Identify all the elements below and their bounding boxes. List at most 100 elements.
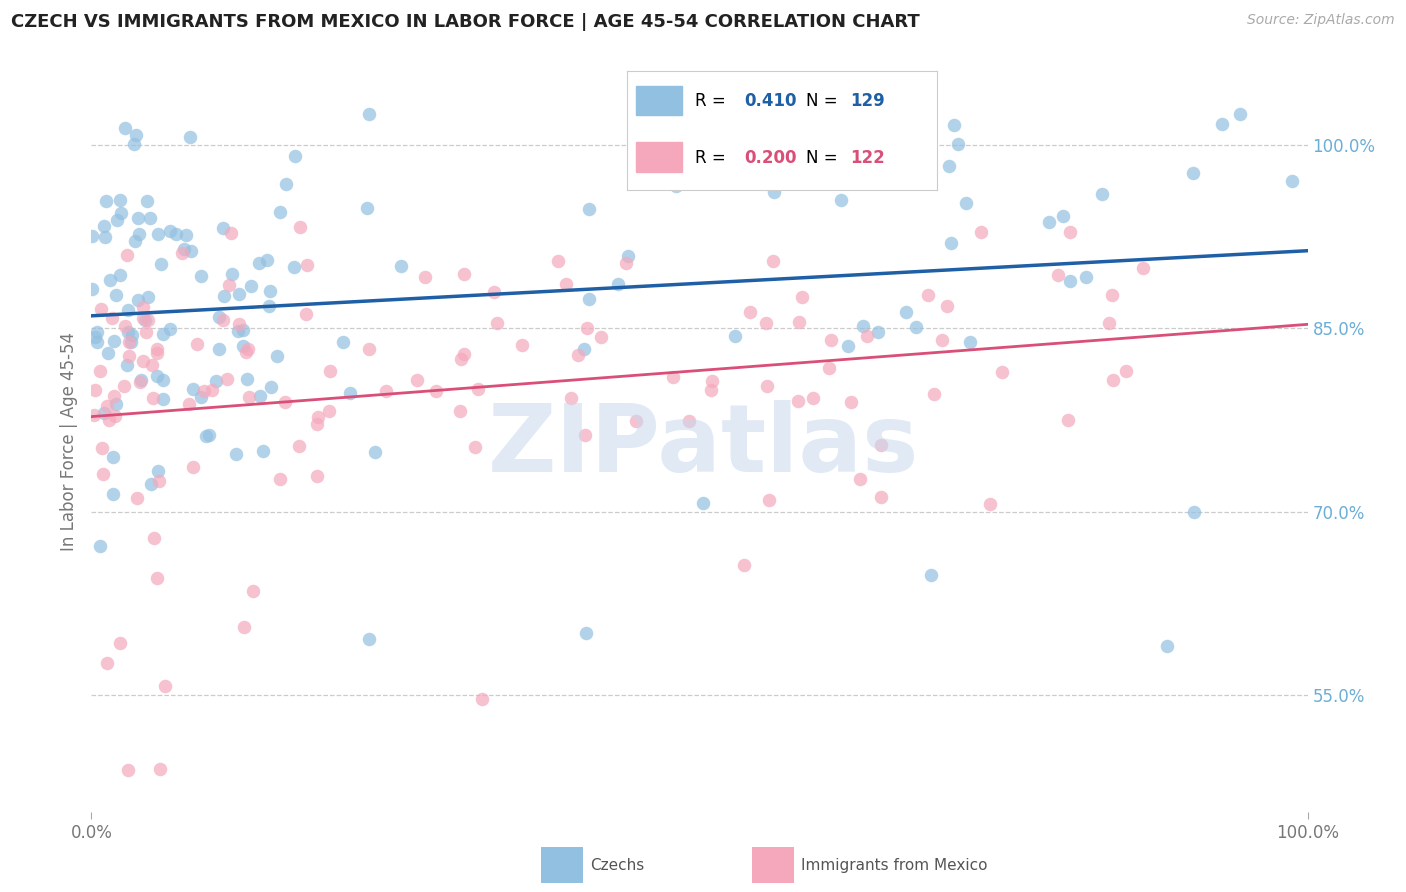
Point: [128, 227, 150, 242]
Point: [86, 335, 108, 350]
Point: [269, 205, 291, 219]
Point: [120, 334, 142, 349]
Point: [453, 346, 475, 360]
Point: [93, 219, 115, 233]
Point: [357, 342, 380, 356]
Text: N =: N =: [807, 149, 838, 167]
Point: [201, 383, 224, 397]
Point: [152, 392, 174, 406]
Point: [332, 335, 354, 350]
Point: [221, 267, 243, 281]
Point: [943, 118, 966, 132]
Point: [1059, 225, 1081, 239]
Text: Czechs: Czechs: [591, 858, 645, 872]
Point: [118, 334, 141, 349]
Text: Source: ZipAtlas.com: Source: ZipAtlas.com: [1247, 13, 1395, 28]
Point: [257, 299, 280, 313]
Point: [93, 406, 115, 420]
Point: [1057, 413, 1080, 427]
Text: 0.200: 0.200: [744, 149, 797, 167]
Point: [103, 334, 125, 348]
Y-axis label: In Labor Force | Age 45-54: In Labor Force | Age 45-54: [60, 332, 79, 551]
Point: [146, 571, 169, 585]
Point: [148, 474, 170, 488]
Point: [970, 225, 993, 239]
Point: [357, 107, 380, 121]
Point: [134, 312, 156, 326]
Point: [117, 302, 139, 317]
Point: [146, 369, 169, 384]
Bar: [636, 143, 682, 172]
Point: [112, 379, 135, 393]
Point: [920, 568, 942, 582]
Point: [1091, 187, 1114, 202]
Point: [567, 348, 589, 362]
Text: R =: R =: [695, 149, 725, 167]
Point: [125, 491, 148, 505]
Point: [391, 259, 413, 273]
Text: CZECH VS IMMIGRANTS FROM MEXICO IN LABOR FORCE | AGE 45-54 CORRELATION CHART: CZECH VS IMMIGRANTS FROM MEXICO IN LABOR…: [11, 13, 920, 31]
Point: [762, 185, 785, 199]
Point: [173, 242, 195, 256]
Point: [406, 373, 429, 387]
Point: [787, 315, 810, 329]
Point: [136, 290, 159, 304]
Point: [208, 342, 231, 356]
Text: ZIPatlas: ZIPatlas: [488, 400, 918, 492]
Point: [114, 319, 136, 334]
Point: [284, 149, 307, 163]
Point: [830, 193, 852, 207]
Point: [212, 289, 235, 303]
Point: [228, 318, 250, 332]
Point: [575, 625, 598, 640]
Point: [259, 285, 281, 299]
Point: [449, 404, 471, 418]
Point: [991, 365, 1014, 379]
Point: [319, 364, 342, 378]
Point: [114, 120, 136, 135]
Point: [97, 413, 120, 427]
Point: [870, 438, 893, 452]
Point: [108, 636, 131, 650]
Point: [256, 253, 278, 268]
Point: [98, 272, 121, 286]
Point: [152, 373, 174, 387]
Point: [121, 328, 143, 343]
Point: [97, 345, 120, 359]
Text: N =: N =: [807, 92, 838, 110]
Point: [96, 656, 118, 670]
Point: [110, 206, 132, 220]
Point: [205, 375, 228, 389]
Point: [617, 249, 640, 263]
Point: [801, 391, 824, 405]
Point: [105, 397, 128, 411]
Point: [240, 279, 263, 293]
Point: [107, 212, 129, 227]
Point: [153, 679, 176, 693]
Point: [762, 253, 785, 268]
Point: [700, 383, 723, 397]
Point: [252, 444, 274, 458]
Point: [124, 234, 146, 248]
Point: [938, 159, 960, 173]
Point: [179, 129, 201, 144]
Point: [359, 632, 381, 647]
Point: [1038, 214, 1060, 228]
Point: [101, 450, 124, 464]
Point: [242, 584, 264, 599]
Text: R =: R =: [695, 92, 725, 110]
Point: [118, 349, 141, 363]
Point: [136, 312, 159, 326]
Point: [425, 384, 447, 398]
Point: [89, 540, 111, 554]
Point: [288, 219, 311, 234]
Point: [247, 255, 270, 269]
Point: [560, 391, 582, 405]
Point: [127, 293, 149, 308]
Point: [738, 304, 761, 318]
Point: [1052, 210, 1074, 224]
Point: [589, 330, 612, 344]
Point: [575, 321, 598, 335]
Point: [1182, 166, 1205, 180]
Text: 129: 129: [849, 92, 884, 110]
